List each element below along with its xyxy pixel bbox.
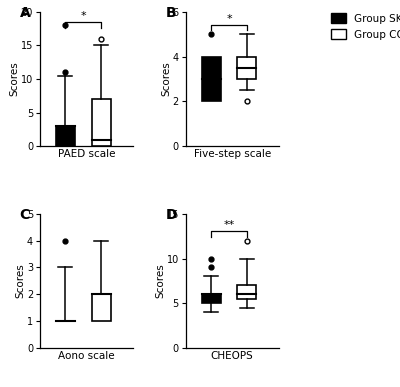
Bar — [238, 286, 256, 299]
Bar — [92, 99, 110, 146]
X-axis label: Five-step scale: Five-step scale — [194, 149, 271, 159]
Text: *: * — [80, 11, 86, 21]
Text: *: * — [226, 14, 232, 24]
Text: A: A — [20, 6, 30, 20]
Legend: Group SK, Group CON: Group SK, Group CON — [328, 10, 400, 43]
Bar — [56, 126, 75, 146]
X-axis label: Aono scale: Aono scale — [58, 351, 115, 361]
Text: D: D — [166, 208, 177, 222]
Y-axis label: Scores: Scores — [16, 264, 26, 298]
Bar — [202, 57, 221, 101]
Text: B: B — [166, 6, 176, 20]
X-axis label: PAED scale: PAED scale — [58, 149, 115, 159]
Y-axis label: Scores: Scores — [155, 264, 165, 298]
Text: **: ** — [224, 220, 235, 230]
Text: C: C — [20, 208, 30, 222]
X-axis label: CHEOPS: CHEOPS — [211, 351, 254, 361]
Y-axis label: Scores: Scores — [9, 62, 19, 96]
Bar — [202, 295, 221, 303]
Bar — [238, 57, 256, 79]
Y-axis label: Scores: Scores — [161, 62, 171, 96]
Bar — [92, 295, 110, 321]
